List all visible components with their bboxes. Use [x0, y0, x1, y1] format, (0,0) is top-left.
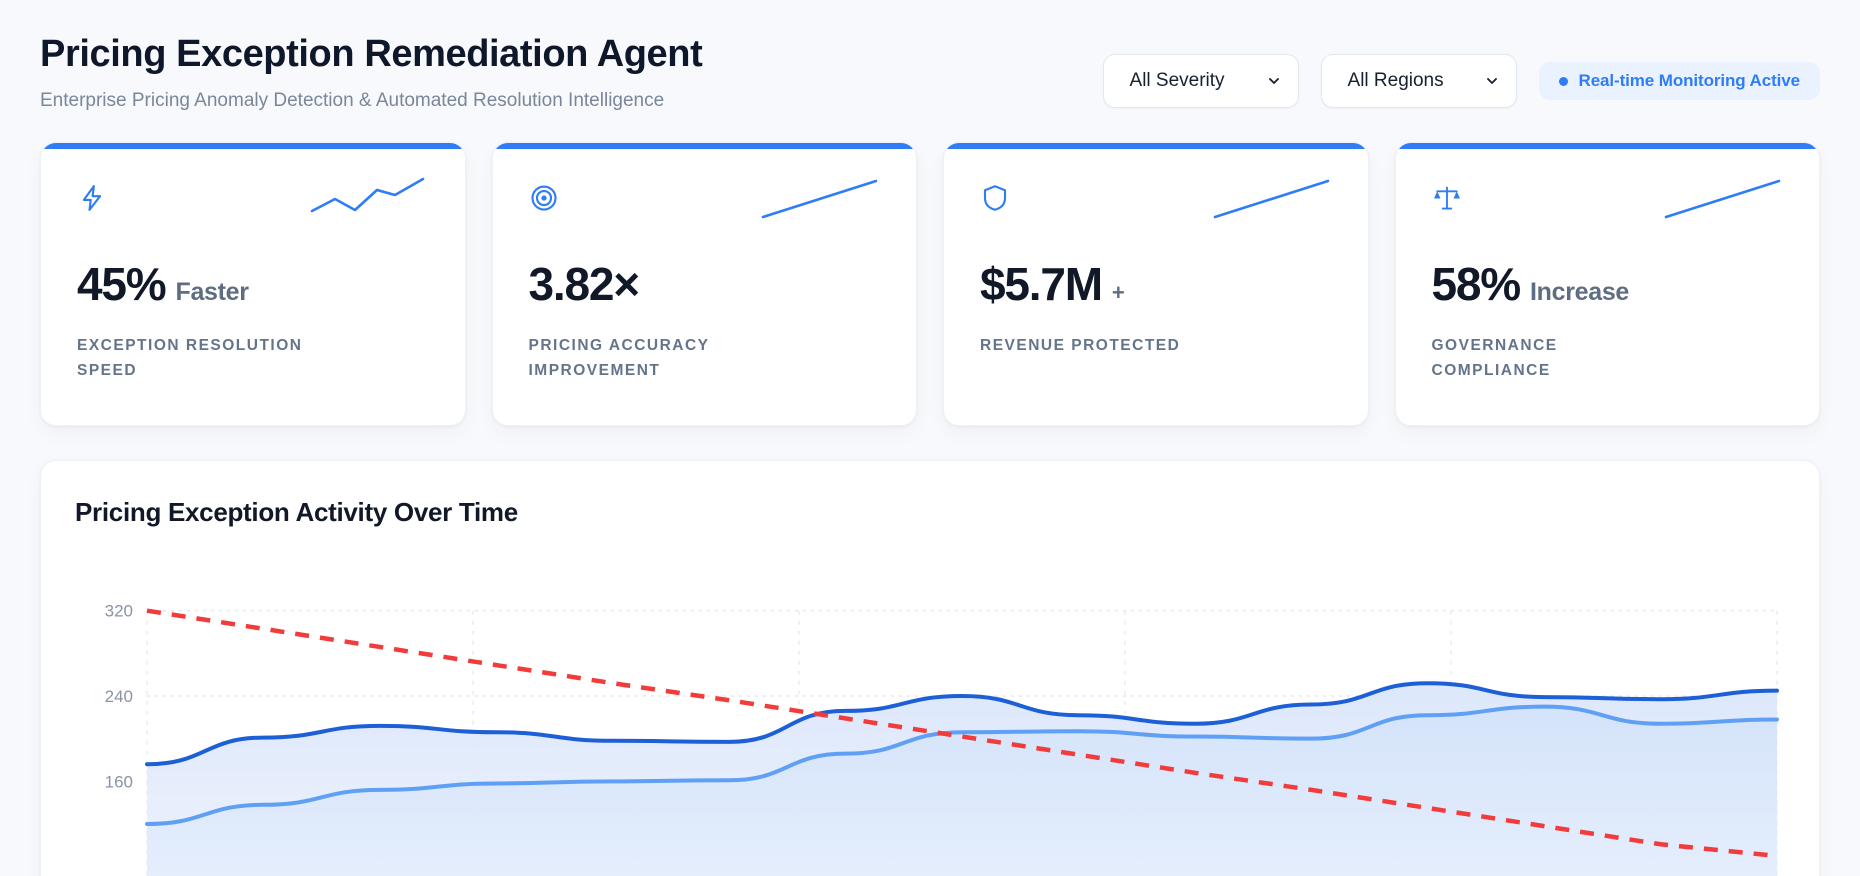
svg-text:320: 320	[105, 601, 133, 620]
rising-line-sparkline	[761, 179, 878, 219]
rising-line-sparkline	[1213, 179, 1329, 219]
chart-series-layer	[145, 608, 1779, 876]
kpi-value: 45%	[77, 257, 167, 310]
kpi-value-suffix: Faster	[175, 277, 249, 306]
kpi-value: $5.7M	[980, 257, 1103, 310]
severity-filter-select[interactable]: All Severity	[1102, 54, 1299, 108]
page-subtitle: Enterprise Pricing Anomaly Detection & A…	[40, 89, 665, 111]
kpi-card-top	[980, 177, 1332, 239]
severity-filter-value: All Severity	[1129, 70, 1225, 91]
page-header: Pricing Exception Remediation Agent Ente…	[40, 0, 1820, 112]
chevron-down-icon	[1486, 78, 1497, 84]
kpi-label: GOVERNANCE COMPLIANCE	[1431, 336, 1558, 379]
kpi-value-row: 45% Faster	[77, 261, 429, 307]
kpi-value-row: $5.7M +	[980, 261, 1332, 307]
page-title: Pricing Exception Remediation Agent	[40, 33, 703, 75]
kpi-card-exception-resolution-speed[interactable]: 45% Faster EXCEPTION RESOLUTION SPEED	[40, 141, 466, 426]
kpi-card-row: 45% Faster EXCEPTION RESOLUTION SPEED 3.…	[40, 141, 1820, 426]
chart-y-axis-ticks: 160 240 320	[105, 601, 133, 791]
kpi-card-top	[1432, 177, 1784, 239]
kpi-value: 3.82×	[528, 257, 641, 310]
region-filter-value: All Regions	[1347, 70, 1444, 91]
kpi-label: REVENUE PROTECTED	[980, 336, 1181, 354]
kpi-value: 58%	[1431, 257, 1522, 310]
kpi-card-governance-compliance[interactable]: 58% Increase GOVERNANCE COMPLIANCE	[1394, 141, 1820, 426]
chart-area: 160 240 320	[75, 552, 1779, 876]
kpi-label: PRICING ACCURACY IMPROVEMENT	[528, 336, 710, 379]
chevron-down-icon	[1268, 78, 1279, 84]
kpi-value-suffix: Increase	[1529, 277, 1630, 306]
kpi-label: EXCEPTION RESOLUTION SPEED	[77, 336, 303, 379]
title-block: Pricing Exception Remediation Agent Ente…	[40, 33, 703, 112]
kpi-card-pricing-accuracy-improvement[interactable]: 3.82× PRICING ACCURACY IMPROVEMENT	[491, 141, 917, 426]
header-controls: All Severity All Regions Real-time Monit…	[1102, 34, 1820, 108]
region-filter-select[interactable]: All Regions	[1320, 54, 1517, 108]
status-badge-label: Real-time Monitoring Active	[1578, 71, 1801, 90]
rising-line-sparkline	[1664, 179, 1781, 219]
target-icon	[530, 185, 557, 211]
status-dot-icon	[1558, 76, 1568, 86]
pricing-exception-activity-chart[interactable]: 160 240 320	[75, 552, 1795, 876]
kpi-card-top	[77, 177, 429, 239]
kpi-value-row: 58% Increase	[1432, 261, 1784, 307]
shield-icon	[983, 184, 1007, 211]
kpi-card-revenue-protected[interactable]: $5.7M + REVENUE PROTECTED	[943, 141, 1369, 426]
status-badge: Real-time Monitoring Active	[1538, 62, 1820, 100]
scales-icon	[1433, 186, 1460, 210]
svg-text:240: 240	[105, 687, 133, 706]
kpi-card-top	[529, 177, 881, 239]
zigzag-up-sparkline	[310, 177, 424, 213]
chart-panel: Pricing Exception Activity Over Time 160…	[40, 459, 1820, 876]
chart-title: Pricing Exception Activity Over Time	[75, 496, 518, 527]
kpi-value-suffix: +	[1111, 279, 1125, 305]
svg-text:160: 160	[105, 772, 133, 791]
lightning-bolt-icon	[82, 184, 102, 211]
kpi-value-row: 3.82×	[529, 261, 881, 307]
